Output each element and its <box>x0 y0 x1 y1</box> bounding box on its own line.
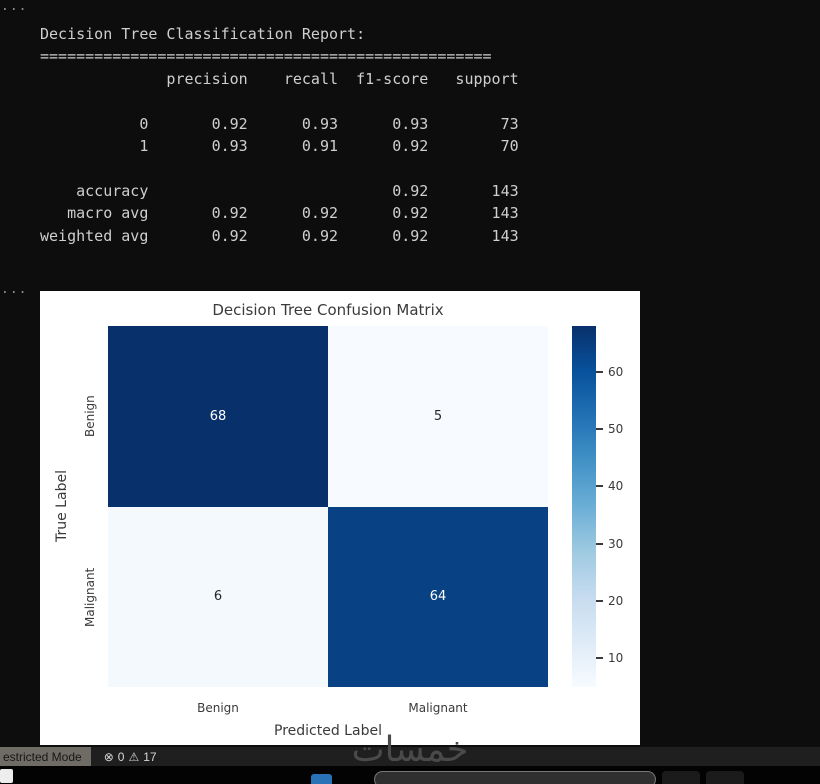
restricted-mode-badge[interactable]: estricted Mode <box>0 747 91 766</box>
taskbar-tray-item[interactable] <box>662 771 700 784</box>
x-axis-label: Predicted Label <box>274 723 382 739</box>
output-overflow-indicator[interactable]: ... <box>1 282 28 297</box>
colorbar-tick-label: 40 <box>608 479 624 494</box>
heatmap-cell: 6 <box>108 506 328 687</box>
taskbar-corner-icon[interactable] <box>0 769 13 783</box>
taskbar-app-icon[interactable] <box>311 774 332 784</box>
y-tick-label: Malignant <box>83 567 97 627</box>
heatmap-cell: 64 <box>328 506 548 687</box>
heatmap: 68 5 6 64 <box>108 326 548 687</box>
colorbar-tick: 50 <box>596 422 623 436</box>
error-icon: ⊗ <box>103 749 114 764</box>
problems-indicator[interactable]: ⊗ 0 ⚠ 17 <box>104 750 157 764</box>
colorbar-tick-mark <box>596 485 603 488</box>
y-axis-label: True Label <box>54 470 70 543</box>
colorbar-tick-label: 60 <box>608 364 624 379</box>
x-tick-label: Malignant <box>408 701 468 715</box>
colorbar-tick: 20 <box>596 594 623 608</box>
colorbar-tick: 30 <box>596 537 623 551</box>
colorbar-tick: 10 <box>596 651 623 665</box>
taskbar-tray-item[interactable] <box>706 771 744 784</box>
colorbar-tick-mark <box>596 542 603 545</box>
taskbar <box>0 766 820 784</box>
chart-title: Decision Tree Confusion Matrix <box>212 301 444 319</box>
heatmap-cell: 68 <box>108 326 328 507</box>
y-tick-label: Benign <box>83 395 97 438</box>
warning-count: 17 <box>143 749 157 764</box>
colorbar-tick-mark <box>596 370 603 373</box>
colorbar-ticks: 10 20 30 40 50 60 <box>596 326 640 687</box>
colorbar-tick-mark <box>596 428 603 431</box>
heatmap-cell: 5 <box>328 326 548 507</box>
classification-report-output: Decision Tree Classification Report: ===… <box>40 25 519 245</box>
colorbar-tick-mark <box>596 657 603 660</box>
status-bar: estricted Mode ⊗ 0 ⚠ 17 <box>0 747 820 766</box>
colorbar-tick-mark <box>596 600 603 603</box>
taskbar-search-box[interactable] <box>374 771 656 784</box>
error-count: 0 <box>117 749 125 764</box>
colorbar-tick-label: 50 <box>608 422 624 437</box>
khamsat-watermark: خمسات <box>351 730 469 770</box>
confusion-matrix-figure: Decision Tree Confusion Matrix True Labe… <box>40 291 640 745</box>
colorbar <box>572 326 596 687</box>
output-overflow-indicator[interactable]: ... <box>1 0 28 14</box>
colorbar-tick: 40 <box>596 479 623 493</box>
warning-icon: ⚠ <box>128 749 140 764</box>
colorbar-tick-label: 10 <box>608 651 624 666</box>
x-tick-label: Benign <box>197 701 239 715</box>
colorbar-tick-label: 30 <box>608 536 624 551</box>
colorbar-tick: 60 <box>596 365 623 379</box>
colorbar-tick-label: 20 <box>608 594 624 609</box>
